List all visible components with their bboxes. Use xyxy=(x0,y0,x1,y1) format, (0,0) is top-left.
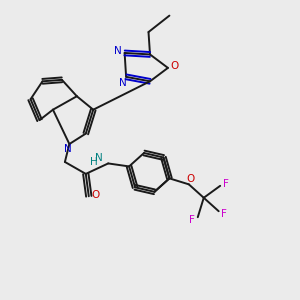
Text: N: N xyxy=(114,46,122,56)
Text: H: H xyxy=(90,157,98,167)
Text: O: O xyxy=(91,190,100,200)
Text: F: F xyxy=(221,208,227,219)
Text: N: N xyxy=(119,78,127,88)
Text: F: F xyxy=(223,179,229,189)
Text: O: O xyxy=(170,61,178,71)
Text: N: N xyxy=(64,144,72,154)
Text: O: O xyxy=(186,174,194,184)
Text: F: F xyxy=(190,214,195,225)
Text: N: N xyxy=(95,153,103,163)
